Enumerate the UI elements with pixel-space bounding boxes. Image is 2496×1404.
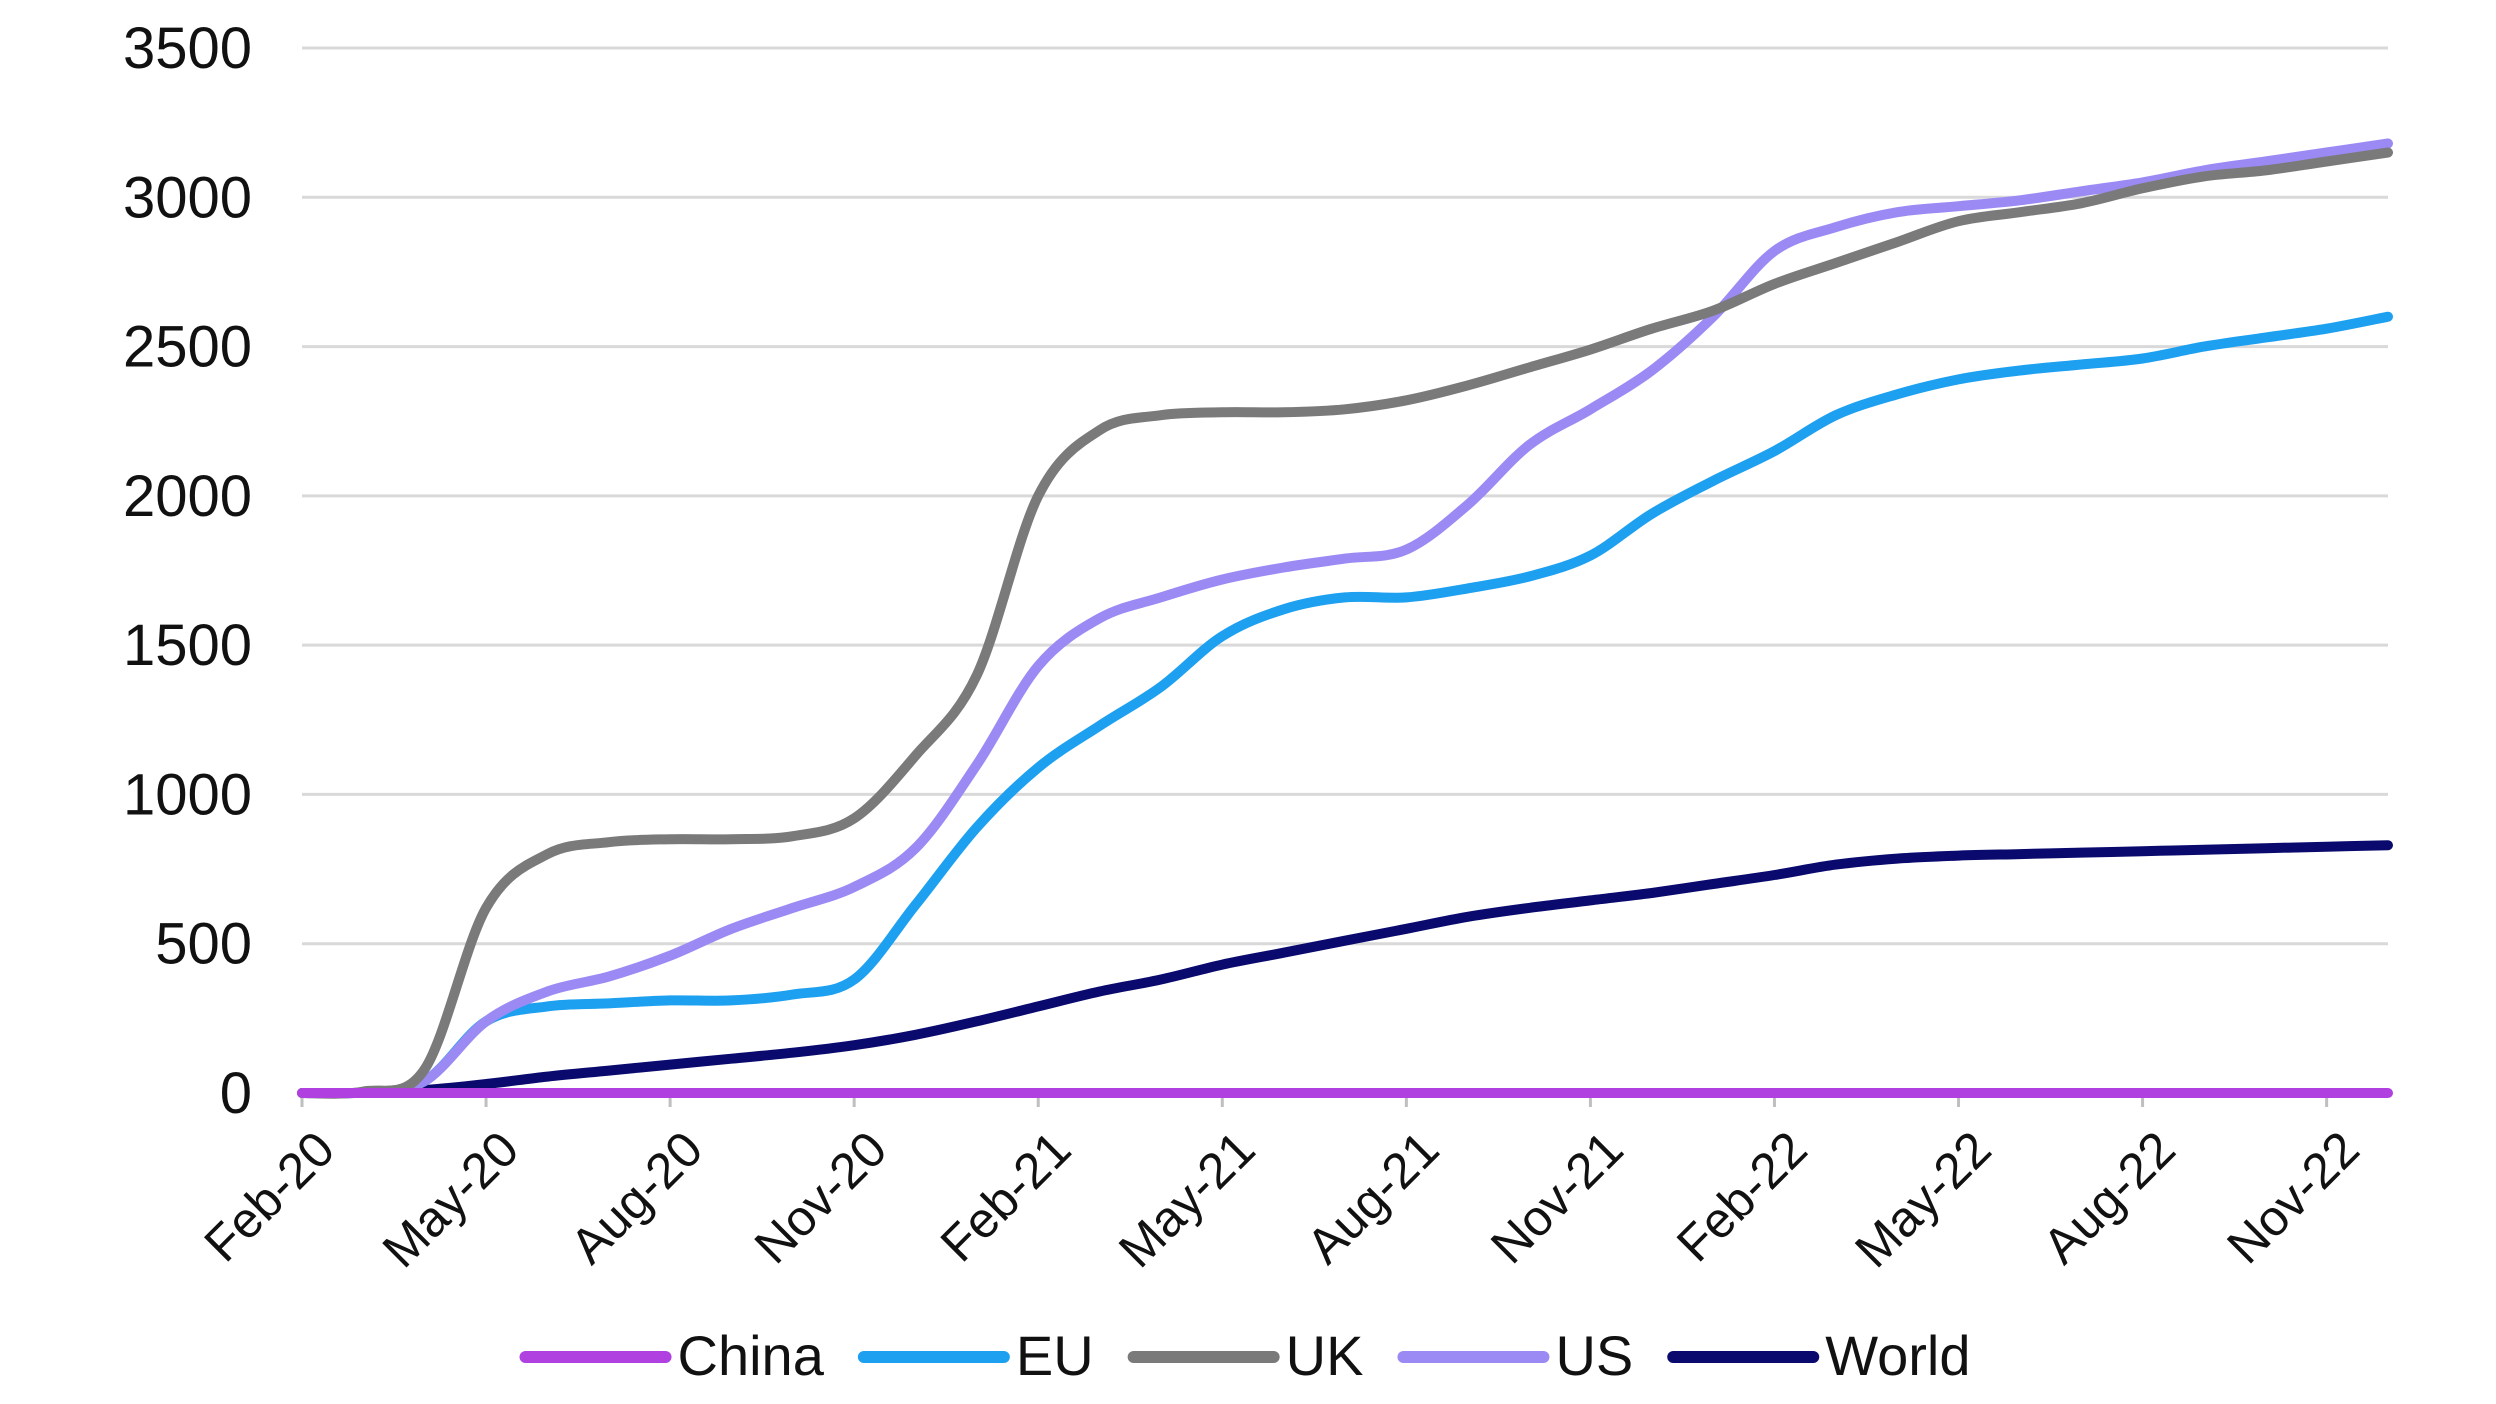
y-tick-label: 500: [155, 912, 252, 977]
series-line-uk: [297, 147, 2393, 1099]
legend-label-eu: EU: [1016, 1324, 1094, 1387]
x-tick-label: May-21: [1108, 1121, 1265, 1278]
x-tick-label: May-20: [372, 1121, 529, 1278]
y-tick-label: 1500: [123, 613, 252, 678]
x-tick-label: Nov-22: [2216, 1121, 2370, 1275]
y-tick-label: 2000: [123, 464, 252, 529]
x-tick-label: Aug-21: [1296, 1121, 1450, 1275]
legend-label-world: World: [1825, 1324, 1970, 1387]
legend-label-uk: UK: [1286, 1324, 1364, 1387]
y-tick-label: 3000: [123, 165, 252, 230]
x-tick-labels: Feb-20 May-20 Aug-20 Nov-20 Feb-21 May-21 Aug-…: [194, 1121, 2370, 1278]
series-lines: [297, 138, 2393, 1099]
x-tick-label: Feb-21: [930, 1121, 1082, 1273]
x-tick-label: Nov-21: [1480, 1121, 1634, 1275]
y-tick-label: 2500: [123, 315, 252, 380]
x-tick-label: Feb-20: [194, 1121, 346, 1273]
y-tick-label: 1000: [123, 762, 252, 827]
x-tick-label: Nov-20: [744, 1121, 898, 1275]
legend: China EU UK US World: [519, 1324, 1970, 1387]
x-tick-label: Aug-22: [2032, 1121, 2186, 1275]
gridlines: [302, 46, 2388, 946]
series-line-eu: [297, 311, 2393, 1099]
series-line-world: [297, 840, 2393, 1099]
x-tick-label: May-22: [1844, 1121, 2001, 1278]
y-tick-label: 0: [220, 1061, 252, 1126]
y-tick-labels: 0 500 1000 1500 2000 2500 3000 3500: [123, 16, 252, 1126]
x-tick-label: Feb-22: [1666, 1121, 1818, 1273]
x-tick-label: Aug-20: [560, 1121, 714, 1275]
series-line-us: [297, 138, 2393, 1099]
y-tick-label: 3500: [123, 16, 252, 81]
legend-label-us: US: [1555, 1324, 1633, 1387]
legend-label-china: China: [678, 1324, 825, 1387]
